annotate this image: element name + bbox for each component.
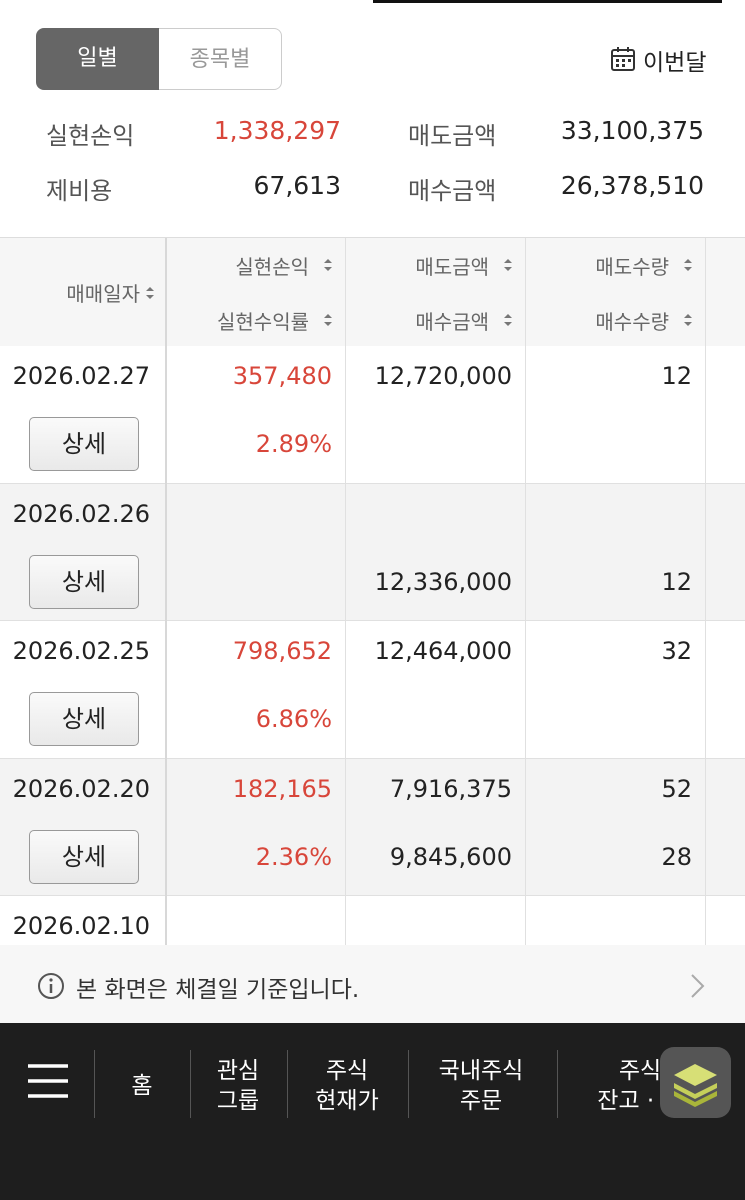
- header-date: 매매일자: [66, 282, 140, 306]
- header-cell: 매수수량: [595, 310, 669, 334]
- detail-button[interactable]: 상세: [29, 692, 139, 746]
- sort-icon[interactable]: [323, 313, 333, 327]
- nav-item[interactable]: 홈: [131, 1073, 153, 1099]
- sort-icon[interactable]: [503, 313, 513, 327]
- sort-icon[interactable]: [503, 258, 513, 272]
- menu-icon[interactable]: [26, 1063, 70, 1099]
- column-divider: [705, 238, 706, 946]
- summary-label: 매수금액: [408, 177, 497, 205]
- sell-qty: 12: [661, 362, 692, 390]
- detail-button[interactable]: 상세: [29, 417, 139, 471]
- rate: 6.86%: [255, 705, 332, 733]
- row-date: 2026.02.25: [12, 637, 150, 665]
- nav-item[interactable]: 관심: [216, 1058, 260, 1084]
- column-divider: [345, 238, 346, 946]
- rate: 2.36%: [255, 842, 332, 871]
- floating-button[interactable]: [660, 1047, 731, 1118]
- sort-icon[interactable]: [145, 286, 155, 300]
- notice-text: 본 화면은 체결일 기준입니다.: [76, 977, 360, 1003]
- nav-separator: [557, 1050, 558, 1118]
- sell-qty: 32: [661, 637, 692, 665]
- notice-bar[interactable]: 본 화면은 체결일 기준입니다.: [0, 945, 745, 1023]
- sell-amount: 7,916,375: [389, 774, 512, 803]
- sort-icon[interactable]: [323, 258, 333, 272]
- nav-separator: [408, 1050, 409, 1118]
- sort-icon[interactable]: [683, 313, 693, 327]
- nav-item[interactable]: 주문: [459, 1088, 503, 1114]
- summary-value: 67,613: [253, 171, 341, 200]
- detail-button[interactable]: 상세: [29, 554, 139, 609]
- buy-amount: 12,336,000: [374, 567, 512, 596]
- buy-qty: 28: [661, 842, 692, 871]
- profit: 798,652: [232, 637, 332, 665]
- row-date: 2026.02.10: [12, 912, 150, 940]
- row-date: 2026.02.27: [12, 362, 150, 390]
- summary-value: 33,100,375: [560, 116, 704, 145]
- column-divider: [165, 238, 167, 946]
- table-row: [0, 896, 745, 946]
- buy-qty: 12: [661, 567, 692, 596]
- header-cell: 매수금액: [415, 310, 489, 334]
- nav-separator: [287, 1050, 288, 1118]
- header-cell: 실현손익: [235, 255, 309, 279]
- summary-value: 1,338,297: [213, 116, 341, 145]
- tab-daily[interactable]: 일별: [36, 28, 159, 90]
- calendar-icon: [611, 47, 635, 71]
- profit: 182,165: [232, 774, 332, 803]
- sell-qty: 52: [661, 774, 692, 803]
- period-selector[interactable]: 이번달: [643, 50, 707, 76]
- nav-item[interactable]: 주식: [618, 1058, 662, 1084]
- sort-icon[interactable]: [683, 258, 693, 272]
- summary-label: 실현손익: [46, 122, 135, 150]
- detail-button[interactable]: 상세: [29, 829, 139, 884]
- bottom-nav: 홈 관심 그룹 주식 현재가 국내주식 주문 주식 잔고 · 손: [0, 1023, 745, 1200]
- nav-item[interactable]: 그룹: [216, 1088, 260, 1114]
- profit: 357,480: [232, 362, 332, 390]
- column-divider: [525, 238, 526, 946]
- nav-item[interactable]: 국내주식: [438, 1058, 524, 1084]
- tab-by-stock[interactable]: 종목별: [159, 28, 282, 90]
- table-header: [0, 238, 745, 347]
- sell-amount: 12,720,000: [374, 362, 512, 390]
- nav-separator: [94, 1050, 95, 1118]
- nav-item[interactable]: 주식: [325, 1058, 369, 1084]
- nav-separator: [190, 1050, 191, 1118]
- rate: 2.89%: [255, 430, 332, 458]
- summary-label: 제비용: [46, 177, 113, 205]
- summary-value: 26,378,510: [560, 171, 704, 200]
- tab-indicator: [373, 0, 722, 3]
- summary-label: 매도금액: [408, 122, 497, 150]
- sell-amount: 12,464,000: [374, 637, 512, 665]
- nav-item[interactable]: 현재가: [315, 1088, 379, 1114]
- info-icon: [38, 973, 64, 999]
- chevron: [691, 974, 705, 998]
- buy-amount: 9,845,600: [389, 842, 512, 871]
- row-date: 2026.02.20: [12, 774, 150, 803]
- header-cell: 실현수익률: [217, 310, 309, 334]
- row-date: 2026.02.26: [12, 499, 150, 528]
- header-cell: 매도금액: [415, 255, 489, 279]
- header-cell: 매도수량: [595, 255, 669, 279]
